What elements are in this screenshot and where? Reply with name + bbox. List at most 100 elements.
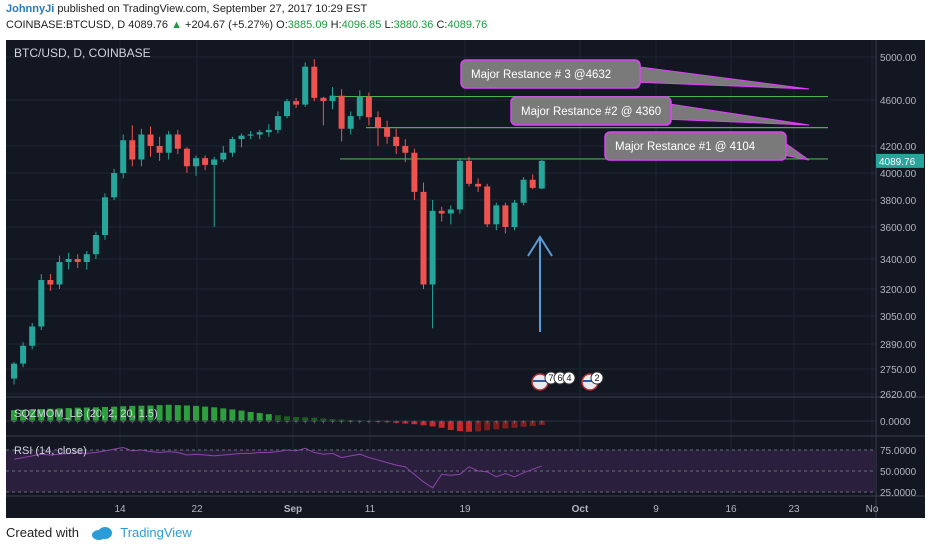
candle — [211, 156, 218, 227]
candle-body — [92, 235, 99, 255]
sqz-cross: + — [294, 419, 298, 426]
sqz-cross: + — [330, 419, 334, 426]
candle — [365, 92, 372, 126]
resistance-callout[interactable]: Major Restance # 3 @4632 — [460, 59, 810, 90]
sqz-bar — [211, 407, 218, 421]
badge-circle — [562, 371, 576, 385]
sqz-cross: + — [367, 419, 371, 426]
sqz-bar — [220, 408, 227, 421]
rsi-tick: 25.0000 — [880, 488, 917, 499]
candle — [247, 131, 254, 140]
sqz-cross: + — [30, 419, 34, 426]
candle — [429, 200, 436, 329]
chart-canvas[interactable]: + + + + + + + + + + + + + + + + + + + + + + + + + + + + + + + + + + + + + + + +… — [6, 40, 925, 518]
sqz-cross: + — [376, 419, 380, 426]
sqz-bar — [338, 419, 345, 421]
sqz-bar — [538, 421, 545, 425]
candle — [138, 128, 145, 167]
sqz-cross: + — [94, 419, 98, 426]
sqz-bar — [429, 421, 436, 427]
sqz-cross: + — [540, 419, 544, 426]
sqz-cross: + — [421, 419, 425, 426]
sqz-bar — [38, 409, 45, 421]
candle-body — [447, 209, 454, 214]
candle-body — [247, 134, 254, 136]
date-tick: No — [866, 504, 879, 515]
sqz-bar — [47, 408, 54, 421]
candle-body — [174, 134, 181, 149]
candle-body — [111, 173, 118, 198]
sqz-cross: + — [512, 419, 516, 426]
event-badge-2: 2 — [594, 373, 599, 383]
author-link[interactable]: JohnnyJi — [6, 3, 55, 15]
candle — [493, 202, 500, 231]
candle — [320, 96, 327, 126]
sqz-bar — [102, 406, 108, 421]
candle-body — [356, 96, 363, 117]
tradingview-link[interactable]: TradingView — [120, 525, 192, 540]
callout-box — [460, 59, 641, 89]
tradingview-cloud-icon — [91, 527, 112, 540]
candle — [265, 124, 272, 137]
sqz-bar — [320, 418, 327, 421]
date-tick: Oct — [572, 504, 589, 515]
sqz-bar — [20, 409, 27, 421]
last-price: 4089.76 — [128, 19, 169, 31]
sqz-bar — [56, 408, 63, 421]
resistance-callout[interactable]: Major Restance #2 @ 4360 — [510, 96, 810, 126]
sqz-bar — [329, 419, 336, 421]
sqz-bar — [420, 421, 427, 426]
rsi-pane — [6, 446, 876, 493]
event-badge-group[interactable]: 2 — [581, 371, 604, 391]
candle-body — [56, 262, 63, 285]
callout-box — [510, 96, 672, 126]
sqz-cross: + — [403, 419, 407, 426]
sqz-cross: + — [394, 419, 398, 426]
event-badge-group[interactable]: 7 6 4 — [531, 371, 576, 391]
sqz-bar — [111, 406, 118, 421]
candle-body — [466, 160, 472, 184]
price-tick: 4000.00 — [880, 169, 917, 180]
candle-body — [274, 116, 281, 130]
candle — [111, 168, 118, 200]
candle — [466, 156, 472, 187]
resistance-callout[interactable]: Major Restance #1 @ 4104 — [604, 131, 810, 161]
sqz-cross: + — [212, 419, 216, 426]
sqz-cross: + — [148, 419, 152, 426]
candle-body — [29, 326, 36, 346]
sqz-cross: + — [239, 419, 243, 426]
sqz-bar — [247, 412, 254, 421]
sqz-cross: + — [130, 419, 134, 426]
sqz-cross: + — [440, 419, 444, 426]
candle-body — [65, 259, 72, 262]
candle-body — [138, 134, 145, 160]
candle — [456, 158, 463, 214]
badge-circle — [590, 371, 604, 385]
sqz-cross: + — [221, 419, 225, 426]
sqz-cross: + — [185, 419, 189, 426]
candle — [274, 111, 281, 134]
date-tick: 19 — [459, 504, 471, 515]
high-value: 4096.85 — [341, 19, 382, 31]
price-axis: 5000.00 4600.00 4200.00 4000.00 3800.00 3600.… — [114, 53, 924, 515]
sqz-bar — [238, 410, 245, 421]
sqz-bar — [129, 405, 136, 421]
candle — [420, 182, 427, 289]
price-tick: 3200.00 — [880, 285, 917, 296]
sqz-cross: + — [67, 419, 71, 426]
candle-body — [183, 148, 190, 167]
candle — [511, 200, 518, 231]
date-tick: 23 — [788, 504, 800, 515]
open-value: 3885.09 — [287, 19, 328, 31]
candle — [311, 59, 318, 102]
symbol-name: COINBASE:BTCUSD, D — [6, 19, 126, 31]
chart-panel[interactable]: + + + + + + + + + + + + + + + + + + + + + + + + + + + + + + + + + + + + + + + +… — [6, 40, 925, 518]
callout-tail — [631, 65, 810, 90]
close-value: 4089.76 — [447, 19, 488, 31]
low-label: L: — [384, 19, 394, 31]
sqz-bar — [256, 413, 263, 421]
candle-body — [11, 363, 17, 379]
candle — [284, 98, 290, 119]
sqz-bar — [265, 414, 272, 421]
candle-body — [47, 280, 54, 285]
